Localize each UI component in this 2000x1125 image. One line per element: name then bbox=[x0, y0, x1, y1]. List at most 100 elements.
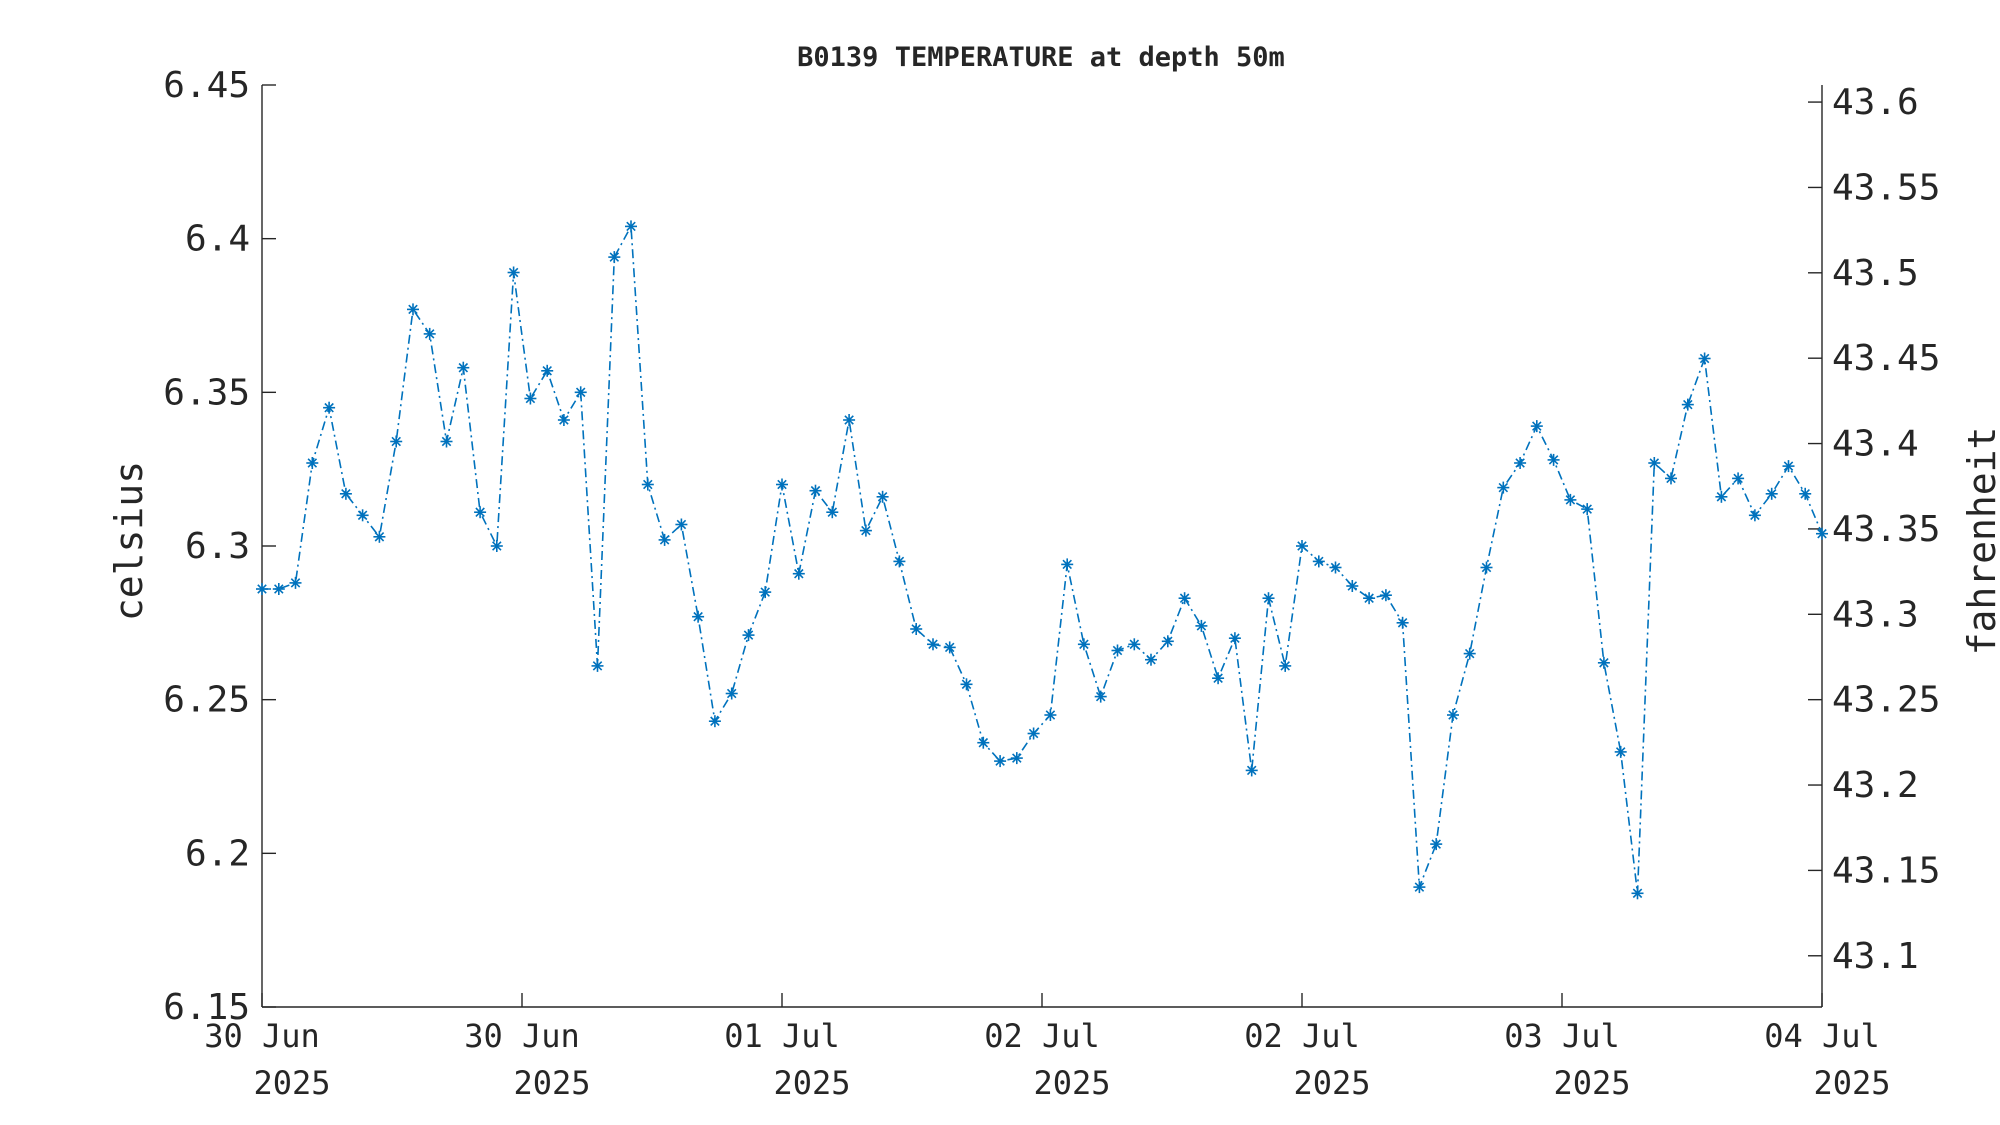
data-point bbox=[943, 641, 956, 654]
data-point bbox=[1161, 635, 1174, 648]
axis-ticks: 6.15 6.2 6.25 6.3 6.35 6.4 6.45 43.1 43.15 43.2 43… bbox=[163, 65, 1940, 1102]
data-point bbox=[977, 736, 990, 749]
data-point bbox=[1061, 558, 1074, 571]
data-point bbox=[792, 567, 805, 580]
y-tick-label: 6.2 bbox=[185, 833, 250, 874]
data-point bbox=[1648, 457, 1661, 469]
data-point bbox=[725, 687, 738, 700]
data-point bbox=[1145, 653, 1157, 666]
data-point bbox=[809, 484, 822, 497]
data-point bbox=[289, 576, 302, 589]
data-point bbox=[1228, 632, 1241, 645]
data-point bbox=[826, 506, 839, 519]
x-tick-label-day: 02 Jul bbox=[984, 1017, 1100, 1055]
data-point bbox=[1497, 481, 1510, 494]
y-tick-label: 6.15 bbox=[163, 987, 250, 1028]
y2-tick-label: 43.15 bbox=[1832, 850, 1940, 891]
data-point bbox=[1698, 352, 1711, 365]
data-point bbox=[541, 364, 554, 377]
data-point bbox=[1212, 672, 1225, 685]
data-point bbox=[1614, 745, 1627, 758]
data-point bbox=[1128, 638, 1141, 651]
data-point bbox=[776, 478, 788, 491]
data-point bbox=[1010, 752, 1023, 765]
data-point bbox=[339, 487, 352, 500]
x-tick-label-day: 02 Jul bbox=[1244, 1017, 1360, 1055]
data-point bbox=[1027, 727, 1040, 740]
data-point bbox=[1077, 638, 1090, 651]
data-point bbox=[1732, 472, 1745, 485]
y2-tick-label: 43.35 bbox=[1832, 509, 1940, 550]
data-point bbox=[1413, 881, 1426, 894]
x-tick-label-year: 2025 bbox=[253, 1064, 330, 1102]
y2-tick-label: 43.45 bbox=[1832, 338, 1940, 379]
x-tick-label-year: 2025 bbox=[1033, 1064, 1110, 1102]
data-point bbox=[1296, 540, 1308, 552]
data-point bbox=[1530, 420, 1543, 433]
data-point bbox=[490, 540, 503, 552]
x-tick-label-day: 30 Jun bbox=[204, 1017, 320, 1055]
data-point bbox=[407, 303, 419, 316]
data-point bbox=[1447, 709, 1459, 721]
y-tick-label: 6.35 bbox=[163, 372, 250, 413]
x-tick-label-day: 04 Jul bbox=[1764, 1017, 1880, 1055]
y2-tick-label: 43.55 bbox=[1832, 167, 1940, 208]
data-point bbox=[1681, 398, 1694, 411]
x-tick-label-year: 2025 bbox=[773, 1064, 850, 1102]
data-point bbox=[256, 583, 268, 595]
data-point bbox=[994, 755, 1007, 768]
data-point bbox=[675, 518, 688, 531]
x-tick-label-year: 2025 bbox=[1293, 1064, 1370, 1102]
data-point bbox=[457, 361, 470, 374]
data-point bbox=[1279, 659, 1292, 672]
x-tick-label-year: 2025 bbox=[1553, 1064, 1630, 1102]
data-point bbox=[1044, 709, 1057, 721]
x-tick-label-year: 2025 bbox=[1813, 1064, 1890, 1102]
data-point bbox=[927, 638, 939, 651]
y2-tick-label: 43.1 bbox=[1832, 936, 1919, 977]
data-point bbox=[1597, 656, 1610, 669]
data-point bbox=[708, 715, 721, 728]
y-axis-label-left: celsius bbox=[107, 461, 151, 621]
data-point bbox=[608, 251, 621, 264]
data-point bbox=[1346, 580, 1359, 592]
data-point bbox=[1396, 616, 1409, 629]
data-point bbox=[910, 623, 923, 635]
data-point bbox=[625, 220, 637, 233]
data-point bbox=[1379, 589, 1392, 602]
data-point bbox=[843, 414, 856, 426]
data-point bbox=[574, 386, 587, 399]
data-point bbox=[423, 327, 436, 340]
data-point bbox=[1631, 887, 1644, 900]
data-point bbox=[658, 533, 671, 546]
data-point bbox=[591, 659, 604, 672]
data-point bbox=[356, 509, 369, 522]
data-point bbox=[306, 457, 319, 469]
data-point bbox=[507, 266, 520, 279]
data-point bbox=[440, 435, 453, 448]
data-point bbox=[1782, 460, 1795, 473]
data-point bbox=[1765, 487, 1778, 500]
data-point bbox=[859, 524, 872, 537]
data-point bbox=[1715, 490, 1728, 503]
data-point bbox=[1665, 472, 1677, 485]
y2-tick-label: 43.2 bbox=[1832, 765, 1919, 806]
data-point bbox=[1547, 453, 1560, 466]
y-axis-label-right: fahrenheit bbox=[1960, 427, 2000, 656]
data-point bbox=[641, 478, 654, 491]
data-point bbox=[876, 490, 889, 503]
data-point bbox=[742, 629, 755, 642]
data-point bbox=[474, 506, 487, 519]
series-line bbox=[262, 223, 1823, 894]
data-point bbox=[524, 392, 537, 405]
data-point bbox=[1480, 561, 1493, 574]
y-tick-label: 6.25 bbox=[163, 680, 250, 721]
data-point bbox=[1094, 690, 1107, 703]
data-point bbox=[1363, 592, 1376, 605]
data-point bbox=[893, 555, 906, 568]
y-tick-label: 6.3 bbox=[185, 526, 250, 567]
data-point bbox=[1463, 647, 1476, 660]
data-point bbox=[1195, 619, 1208, 632]
data-point bbox=[390, 435, 403, 448]
